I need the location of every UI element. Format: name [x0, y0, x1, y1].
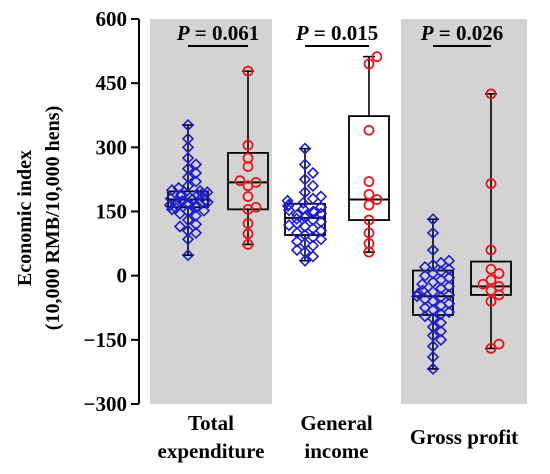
category-shade-2 — [401, 19, 527, 404]
y-tick-label: 600 — [96, 7, 128, 31]
p-value-symbol: P — [176, 21, 190, 45]
data-point-circle — [365, 126, 374, 135]
category-label-line1: Total — [188, 411, 234, 435]
y-tick-label: 300 — [96, 135, 128, 159]
y-axis-title-line1: Economic index — [14, 150, 36, 286]
data-point-circle — [365, 190, 374, 199]
p-value-label: P = 0.015 — [295, 21, 379, 45]
category-label-line2: expenditure — [158, 439, 265, 463]
p-value-label: P = 0.061 — [176, 21, 260, 45]
p-value-label: P = 0.026 — [420, 21, 504, 45]
p-value-text: = 0.061 — [190, 21, 260, 45]
box-iqr — [349, 116, 389, 220]
y-tick-label: 150 — [96, 200, 128, 224]
data-point-circle — [365, 201, 374, 210]
data-point-diamond — [308, 181, 318, 191]
category-label-line1: Gross profit — [410, 425, 518, 449]
data-point-circle — [365, 177, 374, 186]
p-value-symbol: P — [420, 21, 434, 45]
y-axis-title-line2: (10,000 RMB/10,000 hens) — [42, 106, 64, 330]
category-label-line2: income — [304, 439, 368, 463]
y-axis: 600 450 300 150 0 −150 −300 — [84, 7, 139, 416]
p-value-symbol: P — [295, 21, 309, 45]
y-tick-label: −300 — [84, 392, 127, 416]
y-tick-label: 0 — [117, 264, 128, 288]
p-value-text: = 0.015 — [309, 21, 379, 45]
y-tick-label: −150 — [84, 328, 127, 352]
background-layer — [150, 19, 527, 404]
data-point-diamond — [308, 168, 318, 178]
y-tick-label: 450 — [96, 71, 128, 95]
category-label-line1: General — [300, 411, 372, 435]
p-value-text: = 0.026 — [434, 21, 504, 45]
